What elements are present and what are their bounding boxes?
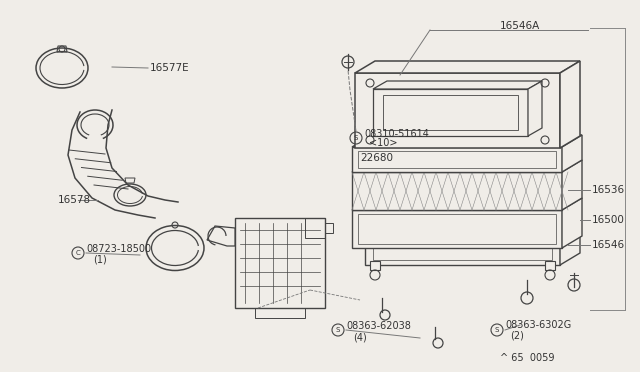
Text: (2): (2) xyxy=(510,330,524,340)
Polygon shape xyxy=(373,81,542,89)
Text: 22680: 22680 xyxy=(360,153,393,163)
Polygon shape xyxy=(373,89,528,136)
Text: 08310-51614: 08310-51614 xyxy=(364,129,429,139)
Polygon shape xyxy=(355,73,560,148)
Text: S: S xyxy=(354,135,358,141)
Polygon shape xyxy=(352,147,562,172)
Polygon shape xyxy=(545,261,555,270)
Text: (4): (4) xyxy=(353,332,367,342)
Polygon shape xyxy=(560,61,580,148)
Text: 08363-6302G: 08363-6302G xyxy=(505,320,572,330)
Polygon shape xyxy=(207,226,235,246)
Text: 08723-18500: 08723-18500 xyxy=(86,244,151,254)
Text: 16578: 16578 xyxy=(58,195,91,205)
Polygon shape xyxy=(352,135,582,147)
Polygon shape xyxy=(528,81,542,136)
Text: 16546A: 16546A xyxy=(500,21,540,31)
Text: ^ 65  0059: ^ 65 0059 xyxy=(500,353,554,363)
Polygon shape xyxy=(365,210,560,265)
Text: 16546: 16546 xyxy=(592,240,625,250)
Text: 08363-62038: 08363-62038 xyxy=(346,321,411,331)
Polygon shape xyxy=(562,135,582,172)
Text: S: S xyxy=(495,327,499,333)
Text: <10>: <10> xyxy=(369,138,397,148)
Polygon shape xyxy=(562,198,582,248)
Text: S: S xyxy=(336,327,340,333)
Polygon shape xyxy=(352,172,562,210)
Polygon shape xyxy=(352,160,582,172)
Text: 16536: 16536 xyxy=(592,185,625,195)
Polygon shape xyxy=(355,61,580,73)
Polygon shape xyxy=(365,198,580,210)
Polygon shape xyxy=(352,198,582,210)
Polygon shape xyxy=(562,160,582,210)
Polygon shape xyxy=(560,198,580,265)
Text: C: C xyxy=(76,250,81,256)
Polygon shape xyxy=(235,218,325,308)
Text: 16500: 16500 xyxy=(592,215,625,225)
Text: 16577E: 16577E xyxy=(150,63,189,73)
Polygon shape xyxy=(352,210,562,248)
Polygon shape xyxy=(370,261,380,270)
Text: (1): (1) xyxy=(93,255,107,265)
